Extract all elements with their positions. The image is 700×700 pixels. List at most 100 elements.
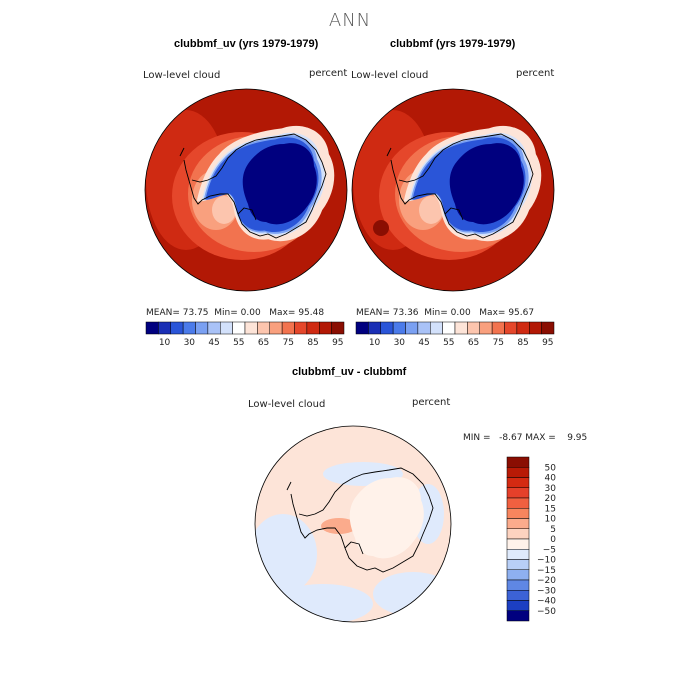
diff-panel-colorbar-swatch bbox=[506, 508, 530, 519]
panel-1-stats: MEAN= 73.75 Min= 0.00 Max= 95.48 bbox=[146, 308, 324, 318]
panel-2-units-label: percent bbox=[516, 68, 555, 79]
panel-2-map bbox=[352, 89, 554, 291]
panel-2-colorbar-tick-label: 65 bbox=[468, 338, 479, 348]
diff-panel-stats: MIN = -8.67 MAX = 9.95 bbox=[463, 433, 588, 443]
panel-2-variable-label: Low-level cloud bbox=[351, 70, 429, 81]
panel-1-colorbar-swatch bbox=[281, 321, 295, 335]
panel-2-colorbar-tick-label: 45 bbox=[418, 338, 429, 348]
diff-panel-colorbar-swatch bbox=[506, 610, 530, 622]
panel-2-map-border bbox=[351, 88, 555, 292]
panel-1-colorbar-swatch bbox=[319, 321, 332, 335]
panel-2-max-label: Max= bbox=[479, 308, 506, 318]
diff-panel-colorbar-swatch bbox=[506, 456, 530, 468]
panel-1-colorbar-swatch bbox=[232, 321, 246, 335]
panel-2-colorbar-tick-label: 85 bbox=[517, 338, 528, 348]
panel-1-colorbar-swatch bbox=[294, 321, 308, 335]
panel-2-colorbar-swatch bbox=[516, 321, 530, 335]
diff-panel-colorbar-tick-label: −10 bbox=[537, 556, 556, 566]
panel-2-colorbar-swatch bbox=[392, 321, 406, 335]
panel-2-colorbar-tick-label: 55 bbox=[443, 338, 454, 348]
panel-1-colorbar-tick-label: 10 bbox=[159, 338, 171, 348]
diff-panel-colorbar-tick-label: 30 bbox=[545, 484, 557, 494]
panel-1-mean: 73.75 bbox=[182, 308, 209, 318]
diff-panel-map bbox=[255, 426, 451, 622]
panel-2-colorbar-swatch bbox=[491, 321, 505, 335]
panel-1-map bbox=[145, 89, 347, 291]
panel-2-title: clubbmf (yrs 1979-1979) bbox=[390, 38, 516, 50]
panel-2-mean-label: MEAN= bbox=[356, 308, 390, 318]
diff-panel-variable-label: Low-level cloud bbox=[248, 399, 326, 410]
panel-1-colorbar-tick-label: 45 bbox=[208, 338, 219, 348]
panel-1-colorbar-swatch bbox=[145, 321, 159, 335]
diff-panel-colorbar-swatch bbox=[506, 579, 530, 591]
diff-panel-colorbar-swatch bbox=[506, 487, 530, 499]
panel-2-colorbar-swatch bbox=[541, 321, 555, 335]
diff-panel-colorbar-tick-label: −30 bbox=[537, 586, 556, 596]
diff-panel-map-border bbox=[254, 425, 452, 623]
panel-1-colorbar-tick-label: 75 bbox=[283, 338, 294, 348]
panel-1-colorbar-swatch bbox=[195, 321, 209, 335]
panel-1-units-label: percent bbox=[309, 68, 348, 79]
diff-panel-colorbar-swatch bbox=[506, 528, 530, 540]
diff-panel-colorbar-swatch bbox=[506, 518, 530, 529]
diff-panel-colorbar-tick-label: −50 bbox=[537, 607, 556, 617]
panel-2-min: 0.00 bbox=[450, 308, 471, 318]
diff-panel-colorbar-tick-label: −15 bbox=[537, 566, 556, 576]
diff-panel-title: clubbmf_uv - clubbmf bbox=[292, 366, 407, 378]
panel-2-colorbar-tick-label: 75 bbox=[493, 338, 504, 348]
panel-2-colorbar-swatch bbox=[467, 321, 480, 335]
panel-2-colorbar-swatch bbox=[355, 321, 369, 335]
panel-1-colorbar-tick-label: 55 bbox=[233, 338, 244, 348]
panel-1-title: clubbmf_uv (yrs 1979-1979) bbox=[174, 38, 319, 50]
diff-panel-colorbar-tick-label: −40 bbox=[537, 597, 556, 607]
panel-1-variable-label: Low-level cloud bbox=[143, 70, 221, 81]
diff-panel-colorbar-swatch bbox=[506, 497, 530, 509]
diff-panel-colorbar-tick-label: 10 bbox=[545, 515, 557, 525]
panel-1-min-label: Min= bbox=[214, 308, 238, 318]
diff-panel-colorbar-swatch bbox=[506, 590, 530, 601]
panel-2-colorbar-swatch bbox=[380, 321, 394, 335]
panel-2-colorbar-tick-label: 10 bbox=[369, 338, 381, 348]
panel-2-colorbar: 10 30 45 55 65 75 85 95 bbox=[355, 321, 555, 348]
panel-2-colorbar-swatch bbox=[504, 321, 518, 335]
panel-2-colorbar-swatch bbox=[368, 321, 381, 335]
diff-panel-colorbar-tick-label: 5 bbox=[550, 525, 556, 535]
panel-2-mean: 73.36 bbox=[392, 308, 419, 318]
panel-2-stats: MEAN= 73.36 Min= 0.00 Max= 95.67 bbox=[356, 308, 534, 318]
panel-1-colorbar: 10 30 45 55 65 75 85 95 bbox=[145, 321, 345, 348]
panel-2-max: 95.67 bbox=[508, 308, 535, 318]
panel-2-colorbar-tick-label: 95 bbox=[542, 338, 553, 348]
panel-2-min-label: Min= bbox=[424, 308, 448, 318]
panel-2-colorbar-swatch bbox=[479, 321, 493, 335]
panel-1-max: 95.48 bbox=[298, 308, 325, 318]
panel-1-colorbar-swatch bbox=[269, 321, 283, 335]
diff-panel-colorbar-tick-label: 20 bbox=[545, 494, 557, 504]
panel-1-colorbar-swatch bbox=[170, 321, 184, 335]
panel-2-colorbar-tick-label: 30 bbox=[394, 338, 406, 348]
panel-1-max-label: Max= bbox=[269, 308, 296, 318]
diff-panel-units-label: percent bbox=[412, 397, 451, 408]
diff-panel-colorbar-tick-label: 50 bbox=[545, 463, 557, 473]
panel-2-colorbar-swatch bbox=[529, 321, 542, 335]
diff-panel-colorbar-swatch bbox=[506, 538, 530, 550]
diff-panel-colorbar-tick-label: 0 bbox=[550, 535, 556, 545]
panel-1-colorbar-tick-label: 85 bbox=[307, 338, 318, 348]
panel-2-colorbar-swatch bbox=[417, 321, 431, 335]
diff-panel-colorbar-tick-label: −5 bbox=[543, 545, 556, 555]
panel-1-min: 0.00 bbox=[240, 308, 261, 318]
panel-1-colorbar-swatch bbox=[182, 321, 196, 335]
panel-1-colorbar-swatch bbox=[257, 321, 270, 335]
panel-1-colorbar-swatch bbox=[306, 321, 320, 335]
panel-1-colorbar-tick-label: 65 bbox=[258, 338, 269, 348]
panel-1-mean-label: MEAN= bbox=[146, 308, 180, 318]
panel-2-colorbar-swatch bbox=[405, 321, 419, 335]
diff-panel-colorbar-tick-label: −20 bbox=[537, 576, 556, 586]
diff-panel-colorbar-swatch bbox=[506, 477, 530, 488]
panel-2-colorbar-swatch bbox=[454, 321, 468, 335]
panel-1-map-border bbox=[144, 88, 348, 292]
panel-1-colorbar-tick-label: 30 bbox=[184, 338, 196, 348]
diff-panel-colorbar-swatch bbox=[506, 569, 530, 581]
diff-panel-colorbar-swatch bbox=[506, 467, 530, 478]
panel-1-colorbar-swatch bbox=[244, 321, 258, 335]
